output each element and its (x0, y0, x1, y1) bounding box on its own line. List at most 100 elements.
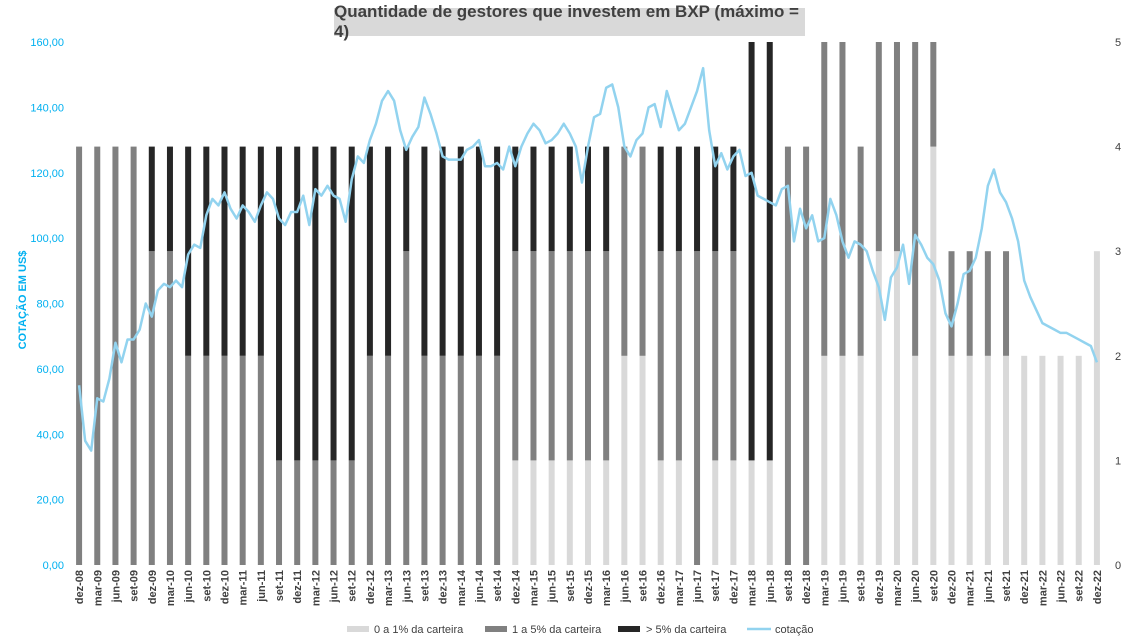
bar-segment-2 (548, 251, 555, 461)
x-tick-label: mar-11 (238, 570, 250, 605)
x-tick-label: mar-19 (819, 570, 831, 606)
bar-segment-1 (1057, 355, 1064, 565)
bar-segment-3 (221, 146, 228, 356)
bar-segment-2 (621, 146, 628, 356)
x-tick-label: dez-18 (801, 570, 813, 604)
right-tick-label: 2 (1115, 351, 1121, 363)
bar-segment-3 (603, 146, 610, 252)
bar-segment-1 (730, 460, 737, 565)
bar-segment-2 (94, 146, 101, 565)
x-tick-label: jun-09 (110, 570, 122, 603)
bar-segment-3 (475, 146, 482, 356)
x-tick-label: jun-20 (910, 570, 922, 603)
right-tick-label: 3 (1115, 246, 1121, 258)
bar-segment-2 (984, 251, 991, 356)
x-tick-label: dez-16 (656, 570, 668, 604)
bar-segment-2 (421, 355, 428, 565)
bar-segment-2 (857, 146, 864, 356)
right-tick-label: 4 (1115, 142, 1121, 154)
bar-segment-3 (312, 146, 319, 461)
bar-segment-3 (548, 146, 555, 252)
x-tick-label: jun-21 (983, 570, 995, 603)
bar-segment-3 (257, 146, 264, 356)
bar-segment-2 (1003, 251, 1010, 356)
bar-segment-3 (385, 146, 392, 356)
x-tick-label: dez-14 (510, 569, 522, 604)
bar-segment-2 (221, 355, 228, 565)
x-tick-label: set-19 (856, 570, 868, 602)
bar-segment-2 (784, 146, 791, 565)
bar-segment-2 (239, 355, 246, 565)
bar-segment-2 (530, 251, 537, 461)
x-tick-label: mar-15 (528, 570, 540, 606)
x-tick-label: set-13 (419, 570, 431, 602)
bar-segment-2 (330, 460, 337, 565)
right-tick-label: 5 (1115, 37, 1121, 49)
legend-label: 0 a 1% da carteira (374, 624, 464, 636)
bar-segment-3 (730, 146, 737, 252)
bar-segment-1 (530, 460, 537, 565)
bar-segment-2 (166, 251, 173, 565)
bar-segment-1 (1075, 355, 1082, 565)
bar-segment-1 (1039, 355, 1046, 565)
x-tick-label: dez-21 (1019, 570, 1031, 604)
bar-segment-3 (330, 146, 337, 461)
bar-segment-3 (457, 146, 464, 356)
bar-segment-2 (257, 355, 264, 565)
x-tick-label: dez-15 (583, 570, 595, 604)
x-tick-label: jun-12 (329, 570, 341, 603)
legend-label: 1 a 5% da carteira (512, 624, 602, 636)
bar-segment-1 (930, 146, 937, 565)
bar-segment-1 (912, 355, 919, 565)
bar-segment-2 (966, 251, 973, 356)
x-tick-label: dez-17 (728, 570, 740, 604)
bar-segment-2 (803, 146, 810, 565)
x-tick-label: set-12 (347, 570, 359, 602)
bar-segment-2 (566, 251, 573, 461)
left-tick-label: 120,00 (30, 168, 64, 180)
left-tick-label: 40,00 (36, 429, 64, 441)
x-tick-label: mar-13 (383, 570, 395, 606)
bar-segment-2 (657, 251, 664, 461)
bar-segment-1 (748, 460, 755, 565)
price-line (77, 66, 1099, 452)
bar-segment-3 (276, 146, 283, 461)
bar-segment-1 (548, 460, 555, 565)
x-tick-label: jun-10 (183, 570, 195, 603)
bar-segment-2 (312, 460, 319, 565)
right-axis-ticks: 0 1 2 3 4 5 (1115, 37, 1121, 572)
bar-segment-3 (203, 146, 210, 356)
bar-segment-3 (439, 146, 446, 356)
bar-segment-1 (657, 460, 664, 565)
right-tick-label: 1 (1115, 455, 1121, 467)
bar-segment-3 (148, 146, 155, 252)
bar-segment-3 (675, 146, 682, 252)
bar-segment-2 (112, 146, 119, 565)
bar-segment-3 (694, 146, 701, 252)
left-tick-label: 100,00 (30, 233, 64, 245)
left-tick-label: 20,00 (36, 495, 64, 507)
bar-segment-3 (766, 42, 773, 461)
bar-segment-2 (348, 460, 355, 565)
bar-segment-2 (512, 251, 519, 461)
x-tick-label: mar-17 (674, 570, 686, 606)
chart-title: Quantidade de gestores que investem em B… (334, 2, 799, 41)
bar-segment-1 (893, 251, 900, 565)
bar-segment-2 (76, 146, 83, 565)
bar-segment-2 (185, 355, 192, 565)
bar-segment-1 (639, 355, 646, 565)
bar-segment-2 (457, 355, 464, 565)
bar-segment-1 (984, 355, 991, 565)
bar-segment-1 (585, 460, 591, 565)
x-tick-label: set-17 (710, 570, 722, 602)
x-tick-label: dez-08 (74, 570, 86, 604)
bar-segment-2 (475, 355, 482, 565)
bars-layer (76, 42, 1100, 565)
bar-segment-2 (712, 251, 719, 461)
line-layer (77, 66, 1099, 452)
x-tick-label: dez-12 (365, 570, 377, 604)
bar-segment-1 (566, 460, 573, 565)
x-tick-label: set-11 (274, 570, 286, 601)
bar-segment-3 (239, 146, 246, 356)
